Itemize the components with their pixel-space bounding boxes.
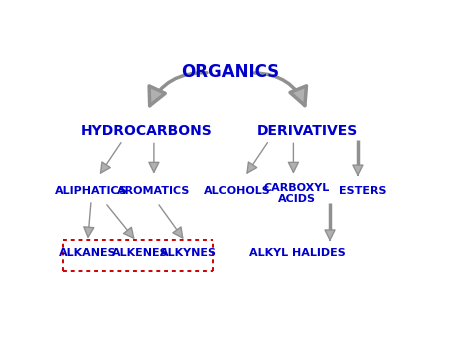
Text: DERIVATIVES: DERIVATIVES: [256, 124, 358, 138]
Text: ALKYL HALIDES: ALKYL HALIDES: [248, 248, 345, 258]
Text: ALKENES: ALKENES: [112, 248, 168, 258]
Text: ALKYNES: ALKYNES: [160, 248, 217, 258]
Text: ALCOHOLS: ALCOHOLS: [204, 186, 271, 196]
Text: ALKANES: ALKANES: [59, 248, 117, 258]
Text: ESTERS: ESTERS: [339, 186, 387, 196]
Text: HYDROCARBONS: HYDROCARBONS: [81, 124, 213, 138]
Text: AROMATICS: AROMATICS: [117, 186, 191, 196]
Text: CARBOXYL
ACIDS: CARBOXYL ACIDS: [264, 183, 330, 204]
Text: ALIPHATICS: ALIPHATICS: [55, 186, 127, 196]
Text: ORGANICS: ORGANICS: [181, 63, 280, 81]
